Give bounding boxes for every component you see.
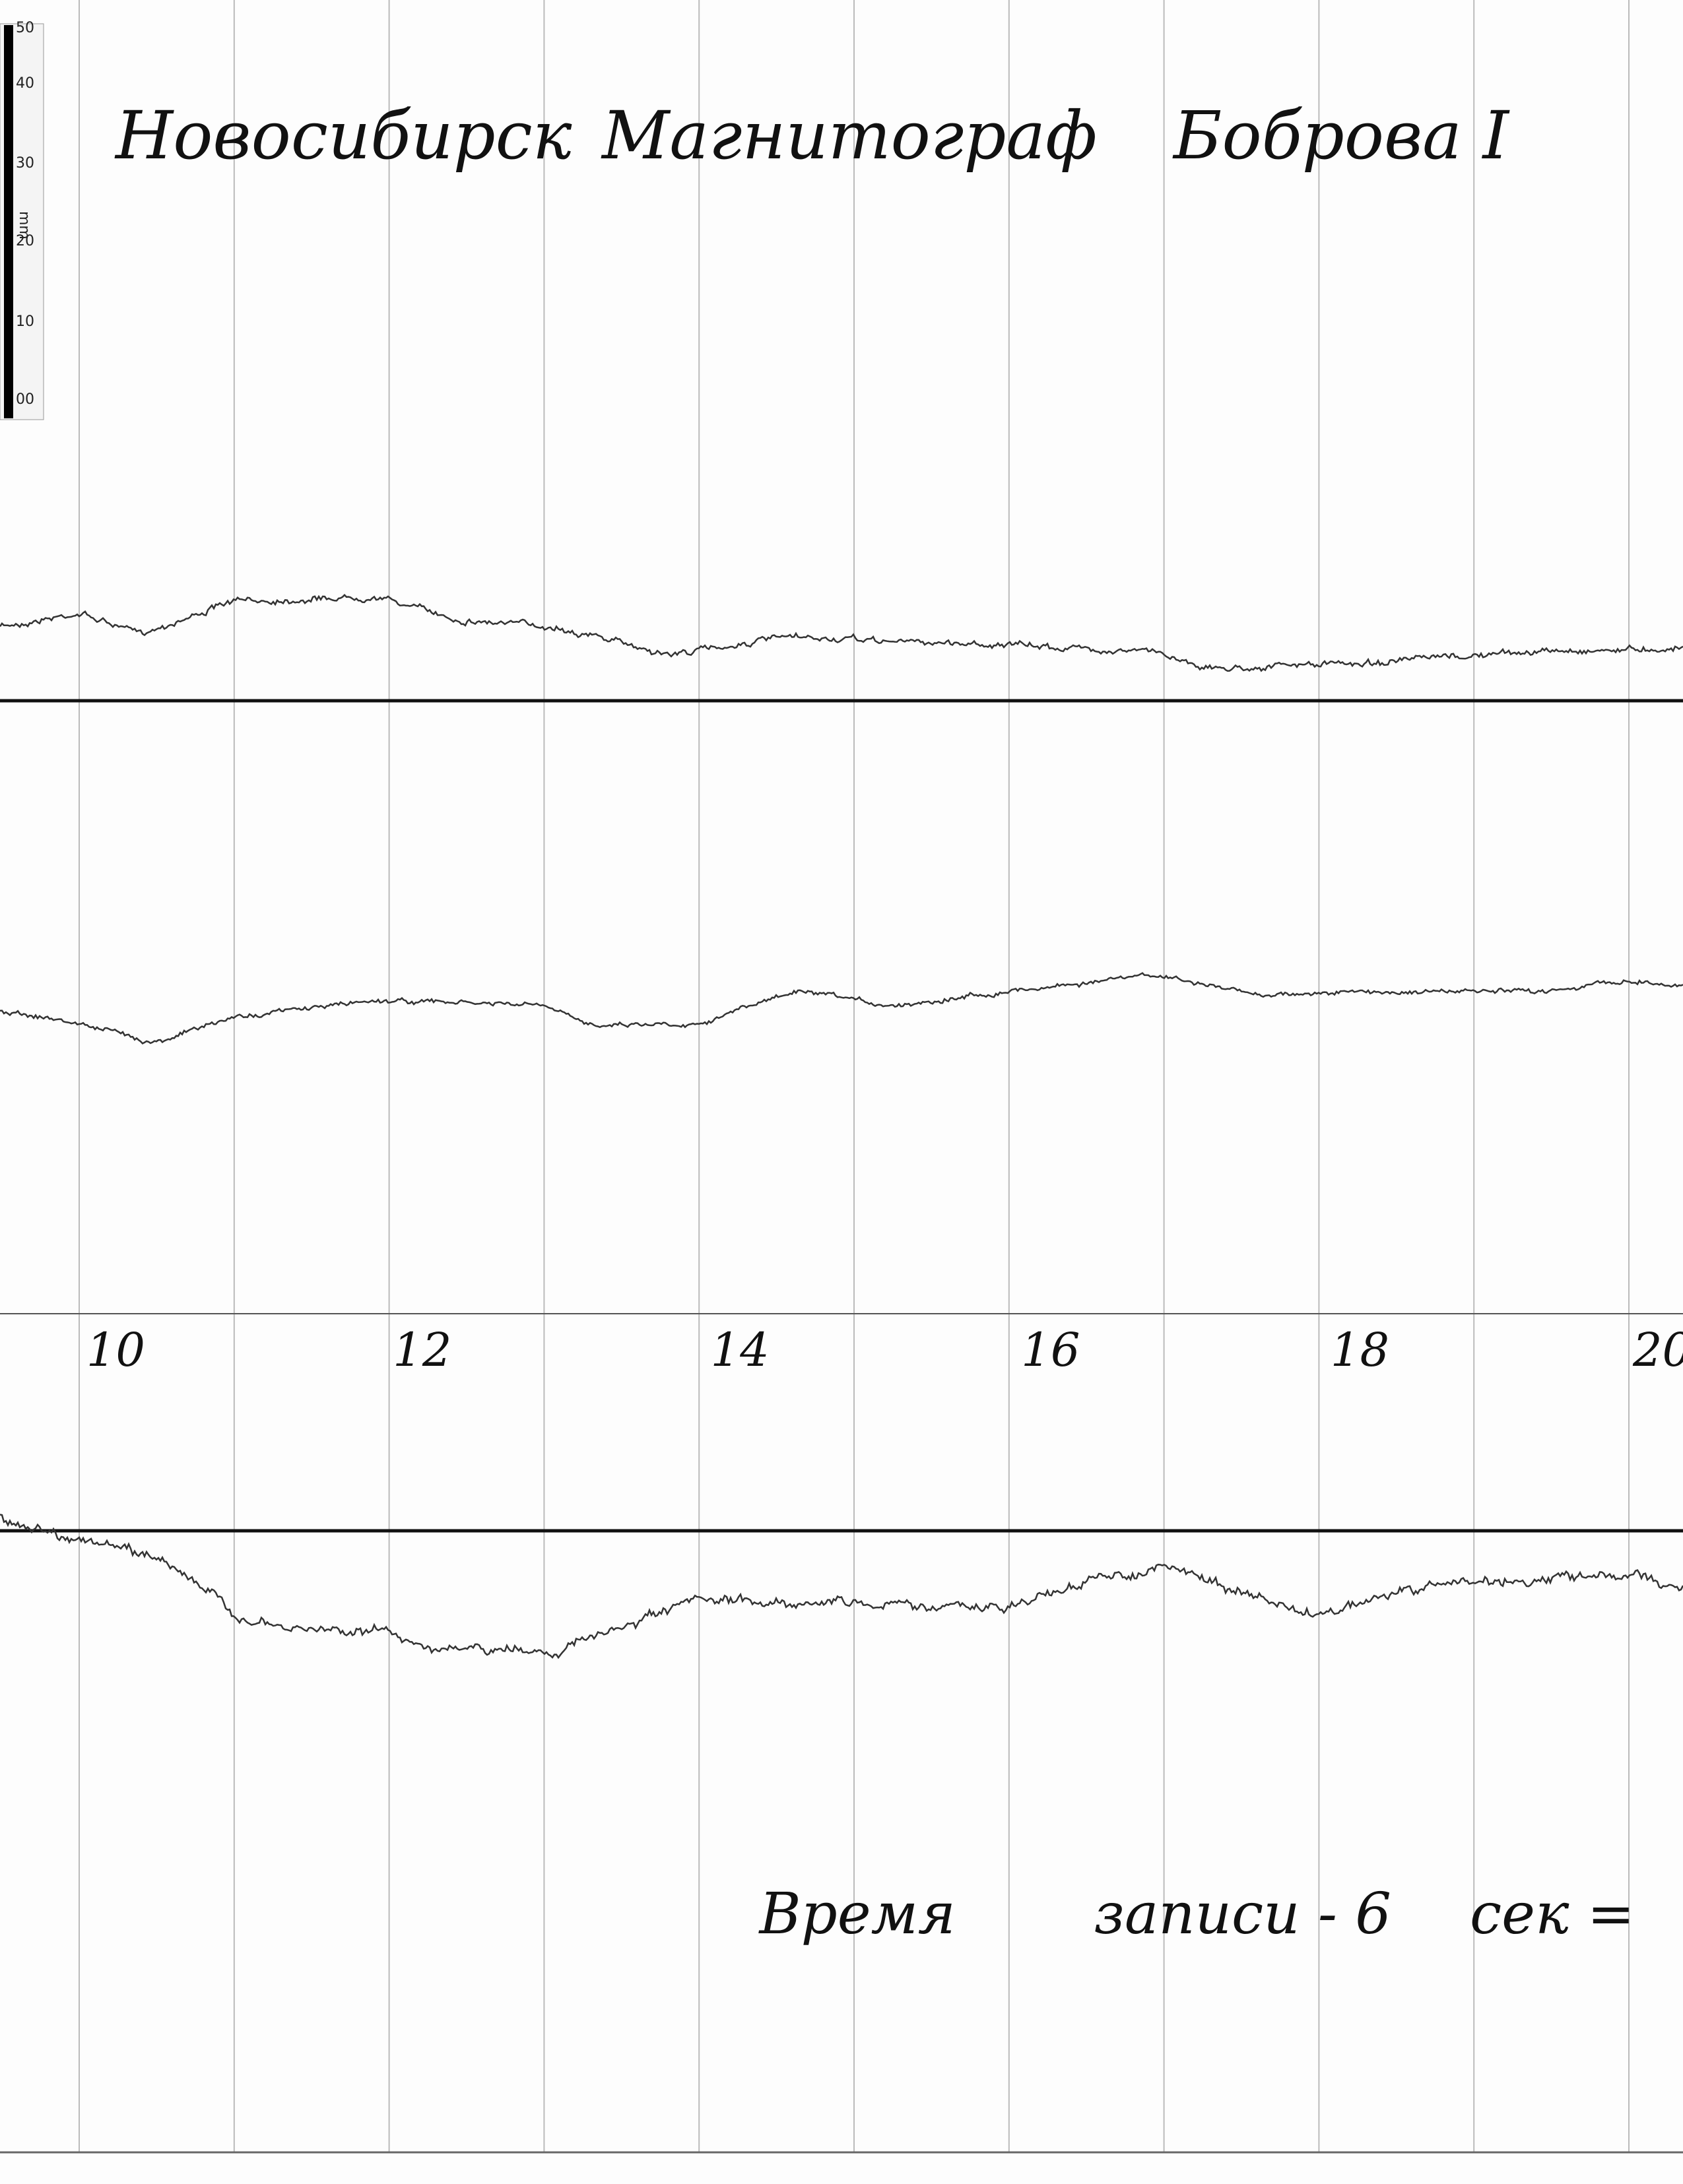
- trace: [0, 972, 1683, 1045]
- footer-word: записи - 6: [1094, 1881, 1391, 1947]
- trace: [0, 1514, 1683, 1659]
- footer-word: сек =: [1470, 1881, 1635, 1947]
- footer: Время записи - 6 сек =: [758, 1881, 1634, 1947]
- trace: [0, 594, 1683, 672]
- hour-grid: [79, 0, 1630, 2152]
- ruler-label: 50: [16, 20, 34, 36]
- hour-label: 16: [1021, 1323, 1080, 1377]
- hour-label: 12: [393, 1323, 451, 1377]
- ruler-label: 40: [16, 75, 34, 92]
- ruler-label: 00: [16, 391, 34, 408]
- ruler-labels: 50 40 30 20 10 00: [16, 20, 34, 408]
- instrument: Магнитограф: [601, 97, 1097, 174]
- hour-labels: 10 12 14 16 18 20: [86, 1323, 1683, 1377]
- footer-word: Время: [758, 1881, 955, 1947]
- city: Новосибирск: [114, 97, 572, 174]
- ruler-bar: [4, 25, 13, 418]
- ruler-label: 10: [16, 313, 34, 330]
- hour-label: 20: [1632, 1323, 1683, 1377]
- hour-label: 18: [1331, 1323, 1389, 1377]
- ruler-label: 20: [16, 233, 34, 249]
- ruler-label: 30: [16, 155, 34, 172]
- ruler-unit: mm: [16, 211, 32, 240]
- traces: [0, 594, 1683, 1659]
- observer: Боброва I: [1172, 97, 1511, 174]
- hour-label: 10: [86, 1323, 145, 1377]
- hour-label: 14: [711, 1323, 770, 1377]
